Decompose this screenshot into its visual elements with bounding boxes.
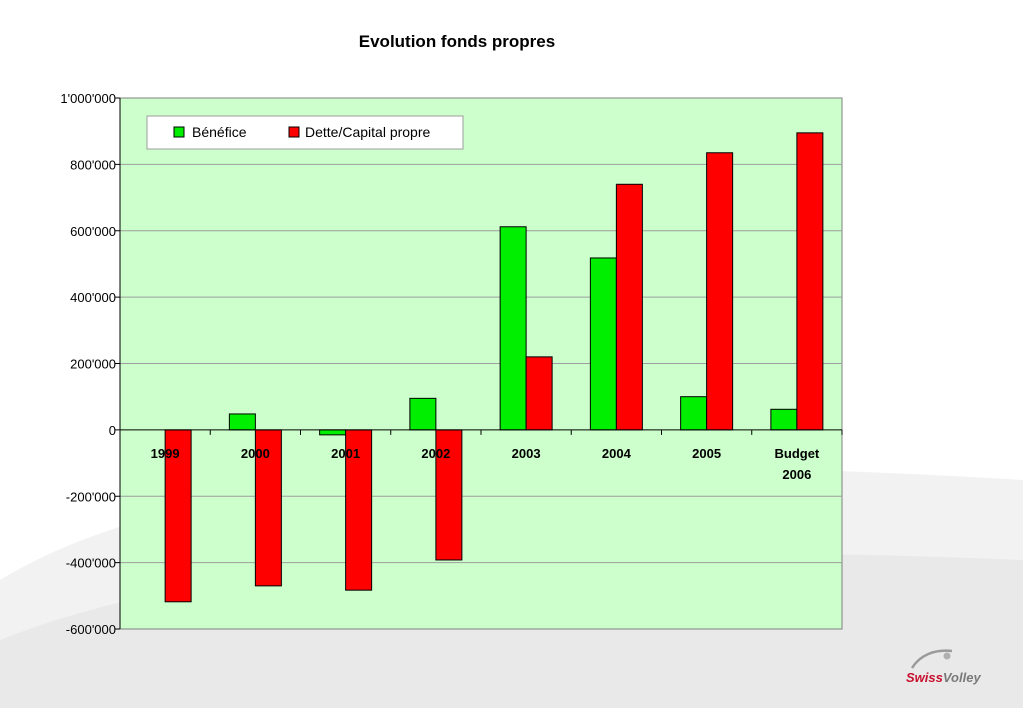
y-tick-label: 600'000 [70, 224, 116, 239]
logo-ball-icon [943, 652, 951, 660]
bar-benefice [228, 413, 256, 431]
legend-box [146, 115, 464, 150]
x-tick-label: 2001 [331, 446, 360, 461]
x-tick-label: 2003 [512, 446, 541, 461]
y-tick-label: 800'000 [70, 157, 116, 172]
y-tick-label: -400'000 [66, 556, 116, 571]
y-tick-label: 0 [109, 423, 116, 438]
legend-label-dette: Dette/Capital propre [305, 124, 431, 140]
y-axis-ticks: 1'000'000 800'000 600'000 400'000 200'000 0 -2… [60, 91, 120, 637]
logo-text-swiss: Swiss [906, 670, 943, 685]
bar-dette [706, 152, 734, 431]
logo-swoosh-icon [910, 649, 953, 669]
bar-dette [615, 183, 643, 431]
x-tick-label: 2006 [782, 467, 811, 482]
legend-label-benefice: Bénéfice [192, 124, 247, 140]
bar-benefice [319, 429, 347, 436]
bar-dette [796, 132, 824, 431]
y-tick-label: -200'000 [66, 489, 116, 504]
bar-benefice [770, 408, 798, 431]
x-tick-label: 2004 [602, 446, 632, 461]
chart-title: Evolution fonds propres [359, 32, 555, 51]
x-axis-ticks: 1999 2000 2001 2002 2003 2004 2005 Budget 2006 [151, 446, 820, 482]
bar-dette [345, 429, 373, 591]
x-tick-label: 2002 [421, 446, 450, 461]
y-tick-label: 1'000'000 [60, 91, 116, 106]
y-tick-label: 200'000 [70, 357, 116, 372]
bar-benefice [680, 396, 708, 431]
swissvolley-logo: SwissVolley [906, 649, 981, 685]
x-tick-label: 2000 [241, 446, 270, 461]
legend-swatch-benefice [173, 126, 185, 138]
x-tick-label: Budget [774, 446, 819, 461]
bar-dette [164, 429, 192, 603]
y-tick-label: -600'000 [66, 622, 116, 637]
bar-benefice [499, 226, 527, 431]
bar-dette [525, 356, 553, 431]
x-tick-label: 1999 [151, 446, 180, 461]
logo-text-volley: Volley [943, 670, 982, 685]
y-tick-label: 400'000 [70, 290, 116, 305]
bar-dette [435, 429, 463, 561]
legend: Bénéfice Dette/Capital propre [146, 115, 464, 150]
bar-benefice [589, 257, 617, 431]
legend-swatch-dette [288, 126, 300, 138]
bar-benefice [409, 397, 437, 431]
x-tick-label: 2005 [692, 446, 721, 461]
bar-series [164, 132, 824, 603]
logo-text: SwissVolley [906, 670, 981, 685]
